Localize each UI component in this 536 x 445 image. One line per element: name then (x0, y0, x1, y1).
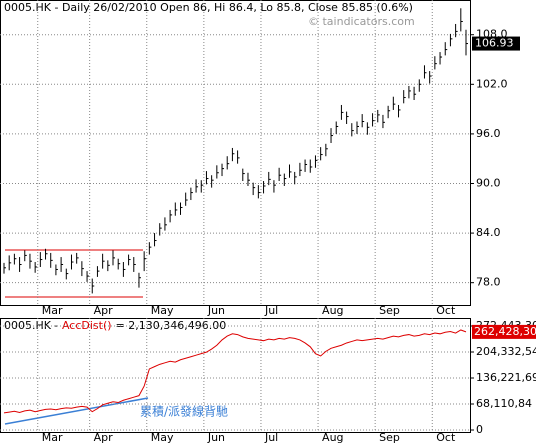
x-tick-label: Oct (436, 304, 456, 317)
indicator-name: AccDist() (62, 319, 112, 332)
last-value-box (472, 324, 536, 339)
last-value-label: 106.93 (475, 37, 514, 50)
accdist-line (3, 329, 467, 414)
chart-title: 0005.HK - Daily 26/02/2010 Open 86, Hi 8… (4, 1, 413, 14)
indicator-title: 0005.HK - AccDist() = 2,130,346,496.00 (4, 319, 226, 332)
x-tick-label: Jul (264, 304, 278, 317)
x-tick-label: Mar (42, 304, 63, 317)
indicator-symbol: 0005.HK - (4, 319, 62, 332)
y-tick-label: 136,221,69 (476, 371, 536, 384)
annotation: 累積/派發線背馳 (140, 404, 228, 419)
x-tick-label: Mar (42, 431, 63, 444)
x-tick-label: Aug (322, 304, 343, 317)
indicator-panel-frame (0, 318, 471, 433)
y-tick-label: 84.0 (476, 226, 501, 239)
x-tick-label: Jul (264, 431, 278, 444)
price-panel-frame (0, 0, 471, 306)
y-tick-label: 96.0 (476, 127, 501, 140)
x-tick-label: Apr (94, 304, 114, 317)
divergence-line (4, 397, 149, 425)
x-tick-label: Oct (436, 431, 456, 444)
x-tick-label: Sep (379, 431, 400, 444)
x-tick-label: Jun (207, 431, 225, 444)
watermark: © taindicators.com (308, 15, 415, 28)
y-tick-label: 204,332,54 (476, 345, 536, 358)
x-tick-label: May (151, 431, 174, 444)
y-tick-label: 78.0 (476, 276, 501, 289)
x-tick-label: May (151, 304, 174, 317)
y-tick-label: 0 (476, 423, 483, 436)
last-value-box (472, 36, 520, 51)
x-tick-label: Jun (207, 304, 225, 317)
y-tick-label: 90.0 (476, 176, 501, 189)
last-value-label: 262,428,30 (474, 325, 536, 338)
x-tick-label: Aug (322, 431, 343, 444)
y-tick-label: 68,110,84 (476, 397, 532, 410)
indicator-value: = 2,130,346,496.00 (116, 319, 227, 332)
y-tick-label: 102.0 (476, 77, 508, 90)
x-tick-label: Apr (94, 431, 114, 444)
x-tick-label: Sep (379, 304, 400, 317)
